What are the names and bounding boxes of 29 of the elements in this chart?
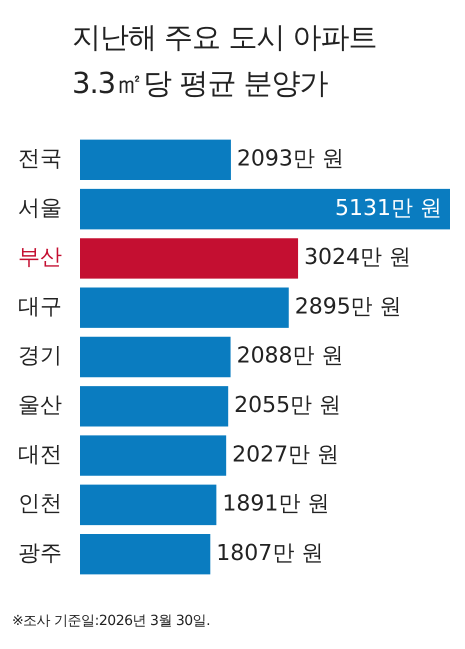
bar bbox=[80, 336, 231, 378]
y-tick-label: 대구 bbox=[18, 294, 62, 320]
data-label: 2055만 원 bbox=[234, 393, 342, 418]
y-tick-label: 광주 bbox=[18, 540, 62, 566]
bar bbox=[80, 188, 450, 230]
bar bbox=[80, 140, 231, 180]
y-tick-label: 울산 bbox=[18, 393, 62, 418]
text: ※조사 기준일:2026년 3월 30일. bbox=[12, 612, 210, 630]
data-label: 2093만 원 bbox=[236, 146, 344, 172]
y-tick-label: 대전 bbox=[18, 442, 62, 468]
data-label: 2895만 원 bbox=[294, 294, 402, 320]
data-label: 3024만 원 bbox=[304, 245, 412, 270]
data-label: 2027만 원 bbox=[232, 442, 340, 468]
y-tick-label: 부산 bbox=[18, 245, 62, 270]
bar bbox=[80, 238, 298, 279]
data-label: 1891만 원 bbox=[222, 492, 330, 517]
y-tick-label: 인천 bbox=[18, 492, 62, 517]
bar bbox=[80, 288, 289, 328]
data-label: 1807만 원 bbox=[216, 540, 324, 566]
y-tick-label: 경기 bbox=[18, 344, 62, 369]
bar bbox=[80, 534, 210, 574]
data-label: 5131만 원 bbox=[335, 196, 442, 221]
bar bbox=[80, 386, 228, 426]
data-label: 2088만 원 bbox=[236, 344, 344, 369]
chart-title: 지난해 주요 도시 아파트 3.3㎡당 평균 분양가 bbox=[72, 19, 378, 102]
bar bbox=[80, 435, 226, 476]
y-tick-label: 전국 bbox=[18, 146, 62, 172]
bar bbox=[80, 484, 216, 526]
y-tick-label: 서울 bbox=[18, 196, 62, 221]
